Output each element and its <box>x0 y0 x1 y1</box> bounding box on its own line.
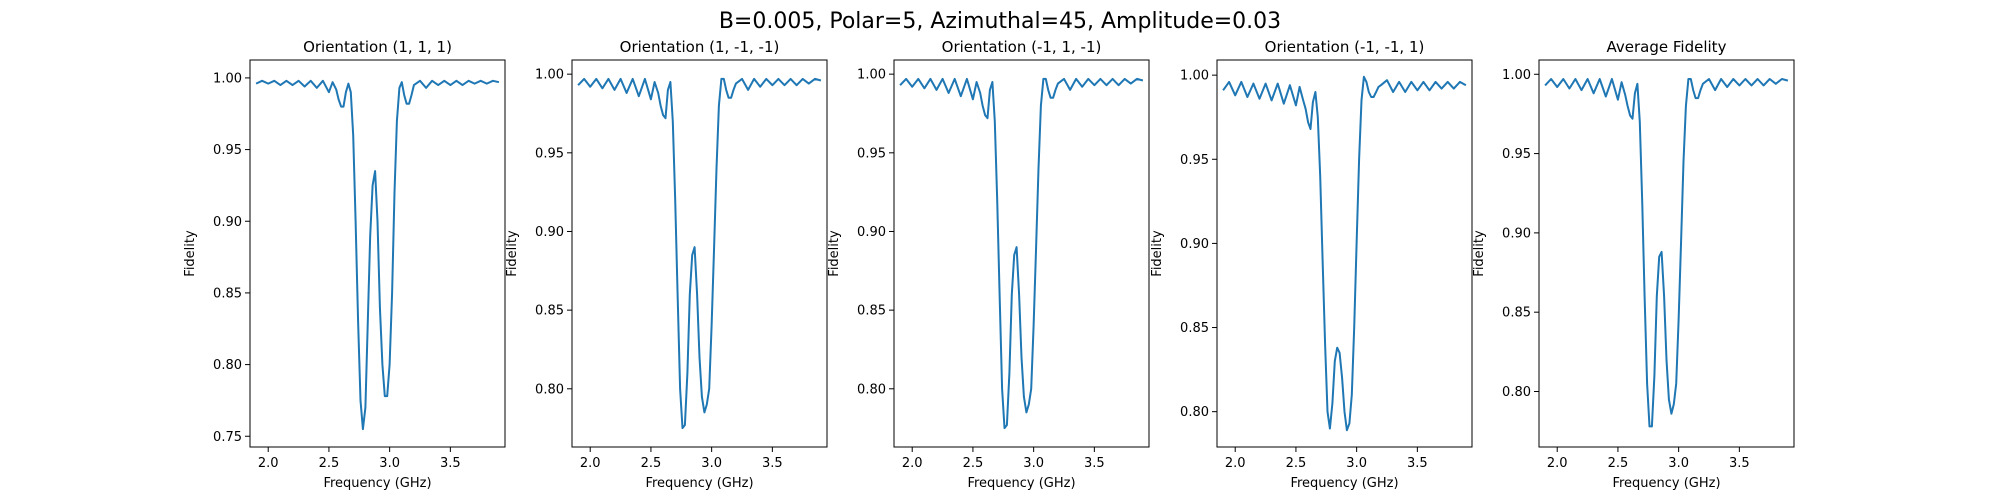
axes-frame <box>1538 59 1795 448</box>
x-axis-label: Frequency (GHz) <box>1290 476 1398 491</box>
y-tick-label: 0.90 <box>1502 226 1531 241</box>
x-tick-label: 2.0 <box>1547 456 1568 471</box>
y-tick-label: 0.90 <box>535 225 564 240</box>
y-tick-label: 0.90 <box>1180 237 1209 252</box>
y-tick-label: 0.80 <box>857 382 886 397</box>
fidelity-line <box>577 77 822 430</box>
axes-frame <box>249 59 506 448</box>
axes-frame <box>893 59 1150 448</box>
x-axis-label: Frequency (GHz) <box>967 476 1075 491</box>
x-tick-label: 2.5 <box>963 456 984 471</box>
x-tick-label: 2.5 <box>1286 456 1307 471</box>
x-tick-label: 2.0 <box>1225 456 1246 471</box>
y-tick-label: 0.90 <box>857 225 886 240</box>
y-axis-label: Fidelity <box>827 230 842 277</box>
x-tick-label: 3.5 <box>1084 456 1105 471</box>
y-tick-label: 0.85 <box>535 304 564 319</box>
y-tick-label: 0.95 <box>1180 153 1209 168</box>
y-tick-label: 0.80 <box>535 382 564 397</box>
x-tick-label: 2.5 <box>319 456 340 471</box>
x-axis-label: Frequency (GHz) <box>323 476 431 491</box>
subplot-title: Orientation (1, -1, -1) <box>620 38 780 56</box>
subplot-title: Average Fidelity <box>1607 38 1727 56</box>
y-tick-label: 0.85 <box>213 286 242 301</box>
y-tick-label: 1.00 <box>535 68 564 83</box>
subplot-title: Orientation (-1, -1, 1) <box>1265 38 1425 56</box>
y-tick-label: 0.85 <box>857 304 886 319</box>
x-tick-label: 3.5 <box>440 456 461 471</box>
y-tick-label: 0.95 <box>1502 147 1531 162</box>
subplot-title: Orientation (-1, 1, -1) <box>942 38 1102 56</box>
subplot-5: Average Fidelity 2.0 2.5 3.0 3.5 0.80 0.85 0.90… <box>1472 38 1795 491</box>
subplot-1: Orientation (1, 1, 1) 2.0 2.5 3.0 3.5 0.75 0.8… <box>183 38 506 491</box>
y-tick-label: 0.85 <box>1180 321 1209 336</box>
x-tick-label: 3.5 <box>1729 456 1750 471</box>
y-axis-label: Fidelity <box>183 230 198 277</box>
y-tick-label: 0.90 <box>213 215 242 230</box>
x-tick-label: 3.0 <box>1023 456 1044 471</box>
fidelity-line <box>255 79 500 431</box>
x-tick-label: 3.0 <box>701 456 722 471</box>
y-tick-label: 1.00 <box>1502 68 1531 83</box>
x-tick-label: 3.0 <box>379 456 400 471</box>
x-axis-label: Frequency (GHz) <box>645 476 753 491</box>
subplot-4: Orientation (-1, -1, 1) 2.0 2.5 3.0 3.5 0.80 0… <box>1150 38 1473 491</box>
y-tick-label: 0.95 <box>857 146 886 161</box>
axes-frame <box>571 59 828 448</box>
y-tick-label: 0.80 <box>1502 385 1531 400</box>
y-tick-label: 1.00 <box>857 68 886 83</box>
fidelity-line <box>1222 75 1467 432</box>
x-tick-label: 2.5 <box>1608 456 1629 471</box>
axes-frame <box>1216 59 1473 448</box>
x-tick-label: 2.5 <box>641 456 662 471</box>
y-tick-label: 0.95 <box>535 146 564 161</box>
y-axis-label: Fidelity <box>1150 230 1165 277</box>
x-tick-label: 3.0 <box>1668 456 1689 471</box>
subplot-2: Orientation (1, -1, -1) 2.0 2.5 3.0 3.5 0.80 0… <box>505 38 828 491</box>
subplot-title: Orientation (1, 1, 1) <box>303 38 452 56</box>
y-tick-label: 1.00 <box>1180 69 1209 84</box>
y-tick-label: 1.00 <box>213 71 242 86</box>
x-tick-label: 3.0 <box>1346 456 1367 471</box>
x-tick-label: 2.0 <box>580 456 601 471</box>
x-tick-label: 3.5 <box>1407 456 1428 471</box>
y-tick-label: 0.95 <box>213 143 242 158</box>
x-tick-label: 2.0 <box>902 456 923 471</box>
y-tick-label: 0.80 <box>1180 405 1209 420</box>
y-tick-label: 0.75 <box>213 430 242 445</box>
x-tick-label: 3.5 <box>762 456 783 471</box>
fidelity-line <box>1544 78 1789 428</box>
y-tick-label: 0.80 <box>213 358 242 373</box>
y-tick-label: 0.85 <box>1502 306 1531 321</box>
fidelity-line <box>899 77 1144 430</box>
y-axis-label: Fidelity <box>1472 230 1487 277</box>
y-axis-label: Fidelity <box>505 230 520 277</box>
figure-suptitle: B=0.005, Polar=5, Azimuthal=45, Amplitud… <box>719 9 1281 34</box>
x-tick-label: 2.0 <box>258 456 279 471</box>
x-axis-label: Frequency (GHz) <box>1612 476 1720 491</box>
subplots: Orientation (1, 1, 1) 2.0 2.5 3.0 3.5 0.75 0.8… <box>183 38 1795 491</box>
subplot-3: Orientation (-1, 1, -1) 2.0 2.5 3.0 3.5 0.80 0… <box>827 38 1150 491</box>
